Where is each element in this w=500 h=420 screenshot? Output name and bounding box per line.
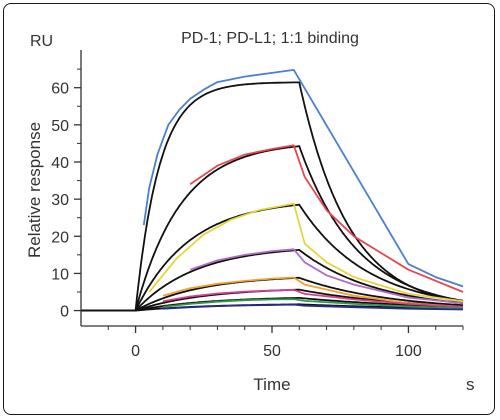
- y-tick-label: 20: [51, 229, 69, 246]
- y-tick-label: 60: [51, 81, 69, 98]
- fit-curve-1: [81, 81, 464, 312]
- series-lines: [142, 69, 464, 311]
- series-line-3: [148, 202, 464, 303]
- chart-frame: [3, 3, 495, 415]
- y-tick-label: 30: [51, 192, 69, 209]
- series-line-6: [162, 288, 464, 308]
- ticks: 0 10 20 30 40 50 60 0 50 100: [51, 68, 464, 360]
- series-line-4: [189, 248, 464, 304]
- series-line-8: [162, 303, 464, 311]
- fit-curve-4: [81, 248, 464, 312]
- series-line-7: [162, 298, 464, 310]
- y-axis-label: Relative response: [25, 122, 44, 258]
- y-tick-label: 0: [60, 304, 69, 321]
- x-unit-label: s: [466, 375, 475, 394]
- y-tick-label: 50: [51, 118, 69, 135]
- y-tick-label: 10: [51, 266, 69, 283]
- series-line-1: [142, 69, 464, 288]
- x-tick-label: 50: [263, 343, 281, 360]
- fit-curves: [81, 81, 464, 312]
- y-unit-label: RU: [30, 33, 53, 50]
- series-line-2: [189, 144, 464, 293]
- y-tick-label: 40: [51, 155, 69, 172]
- x-axis-label: Time: [253, 375, 290, 394]
- chart-title: PD-1; PD-L1; 1:1 binding: [181, 30, 359, 47]
- series-line-5: [162, 276, 464, 308]
- x-tick-label: 100: [395, 343, 422, 360]
- x-tick-label: 0: [131, 343, 140, 360]
- fit-curve-2: [81, 145, 464, 312]
